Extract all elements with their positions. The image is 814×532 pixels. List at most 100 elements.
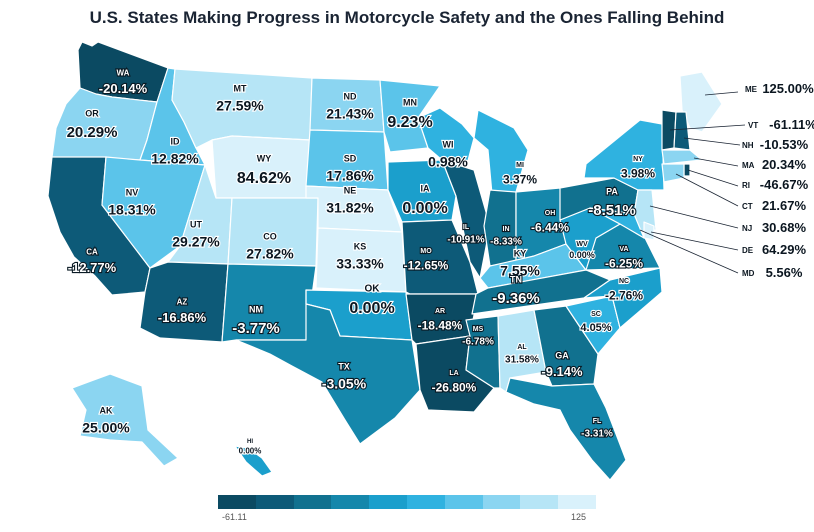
state-abbr-vt: VT xyxy=(748,121,758,130)
state-abbr-mn: MN xyxy=(403,98,417,108)
state-label-ms: MS -6.78% xyxy=(461,325,495,349)
state-abbr-nh: NH xyxy=(742,141,754,150)
state-ct xyxy=(661,163,685,183)
state-abbr-hi: HI xyxy=(247,439,253,445)
state-label-sd: SD 17.86% xyxy=(325,152,375,184)
state-value-sc: 4.05% xyxy=(580,322,611,334)
state-labels: WA -20.14% OR 20.29% CA -12.77% ID 12.82% NV 18.3… xyxy=(65,67,814,457)
state-abbr-wy: WY xyxy=(257,154,272,164)
leader-lines xyxy=(639,91,746,274)
leader-line-nh xyxy=(683,137,741,146)
state-abbr-co: CO xyxy=(263,231,277,241)
state-label-hi: HI 0.00% xyxy=(238,438,263,457)
state-value-fl: -3.31% xyxy=(581,429,613,440)
state-value-wa: -20.14% xyxy=(99,81,148,96)
state-value-ut: 29.27% xyxy=(172,233,220,249)
state-label-wa: WA -20.14% xyxy=(98,67,149,97)
legend-min-label: -61.11 xyxy=(222,512,247,522)
state-ma xyxy=(661,149,703,165)
state-value-va: -6.25% xyxy=(605,256,643,270)
state-value-il: -10.91% xyxy=(447,235,484,246)
state-value-ga: -9.14% xyxy=(541,364,583,379)
state-label-tx: TX -3.05% xyxy=(321,360,368,392)
state-abbr-me: ME xyxy=(745,85,758,94)
state-value-ia: 0.00% xyxy=(402,200,447,217)
state-label-va: VA -6.25% xyxy=(604,245,645,271)
state-value-mn: 9.23% xyxy=(387,114,432,131)
state-label-az: AZ -16.86% xyxy=(157,296,208,326)
state-label-nv: NV 18.31% xyxy=(107,186,157,218)
state-value-vt: -61.11% xyxy=(769,117,814,132)
state-abbr-nm: NM xyxy=(249,305,263,315)
state-abbr-ia: IA xyxy=(421,184,431,194)
legend-swatch-6 xyxy=(406,495,445,509)
state-abbr-ut: UT xyxy=(190,219,202,229)
state-label-al: AL 31.58% xyxy=(504,343,540,367)
state-label-or: OR 20.29% xyxy=(65,107,118,141)
state-abbr-tx: TX xyxy=(338,361,350,371)
state-abbr-ar: AR xyxy=(435,308,445,315)
legend-swatch-1 xyxy=(218,495,256,509)
leader-line-ri xyxy=(687,169,739,187)
state-value-ne: 31.82% xyxy=(326,199,374,215)
color-legend: -61.11 125 xyxy=(218,495,596,532)
state-value-or: 20.29% xyxy=(67,124,118,141)
state-abbr-nc: NC xyxy=(619,278,629,285)
state-nc xyxy=(583,267,663,329)
state-label-wy: WY 84.62% xyxy=(236,153,292,189)
state-label-ne: NE 31.82% xyxy=(325,184,375,216)
state-label-co: CO 27.82% xyxy=(245,230,295,262)
state-label-ca: CA -12.77% xyxy=(67,246,118,276)
state-wy xyxy=(211,135,311,199)
state-md xyxy=(589,207,645,239)
state-value-mt: 27.59% xyxy=(216,97,264,113)
state-fl xyxy=(505,377,627,481)
state-abbr-nv: NV xyxy=(126,187,139,197)
state-value-sd: 17.86% xyxy=(326,167,374,183)
state-value-wv: 0.00% xyxy=(569,250,595,260)
state-value-oh: -6.44% xyxy=(531,220,569,234)
state-wi xyxy=(417,107,475,169)
state-tx xyxy=(235,289,421,445)
state-co xyxy=(227,197,319,267)
state-abbr-md: MD xyxy=(742,269,755,278)
state-abbr-ne: NE xyxy=(344,185,357,195)
state-label-ga: GA -9.14% xyxy=(540,349,584,380)
state-value-in: -8.33% xyxy=(490,237,522,248)
state-label-ar: AR -18.48% xyxy=(417,307,464,333)
state-abbr-ct: CT xyxy=(742,202,753,211)
state-abbr-pa: PA xyxy=(606,187,618,197)
state-abbr-in: IN xyxy=(503,226,510,233)
state-value-ak: 25.00% xyxy=(82,419,130,435)
state-label-pa: PA -8.51% xyxy=(587,185,637,219)
state-abbr-or: OR xyxy=(85,109,99,119)
state-value-al: 31.58% xyxy=(505,355,539,366)
legend-swatch-7 xyxy=(444,495,483,509)
state-abbr-sc: SC xyxy=(591,311,601,318)
state-value-ny: 3.98% xyxy=(621,166,655,180)
state-label-la: LA -26.80% xyxy=(431,369,478,395)
leader-line-me xyxy=(704,91,739,96)
state-value-nd: 21.43% xyxy=(326,105,374,121)
state-in xyxy=(483,189,517,267)
state-value-nh: -10.53% xyxy=(760,137,809,152)
state-label-mi: MI 3.37% xyxy=(502,161,539,187)
state-abbr-ri: RI xyxy=(742,181,750,190)
state-value-wy: 84.62% xyxy=(237,170,291,187)
state-label-nm: NM -3.77% xyxy=(231,303,281,337)
state-abbr-ny: NY xyxy=(633,156,643,163)
legend-swatch-10 xyxy=(558,495,596,509)
state-abbr-ks: KS xyxy=(354,241,367,251)
state-label-ok: OK 0.00% xyxy=(348,283,396,319)
state-value-mi: 3.37% xyxy=(503,172,537,186)
state-value-ky: 7.55% xyxy=(500,262,540,278)
leader-line-ct xyxy=(675,173,739,207)
leader-line-de xyxy=(650,231,739,251)
state-label-ks: KS 33.33% xyxy=(335,240,385,272)
state-value-la: -26.80% xyxy=(432,380,477,394)
state-label-ia: IA 0.00% xyxy=(401,183,449,219)
state-label-id: ID 12.82% xyxy=(150,135,200,167)
leader-line-nj xyxy=(649,205,739,229)
state-abbr-wv: WV xyxy=(576,241,588,248)
